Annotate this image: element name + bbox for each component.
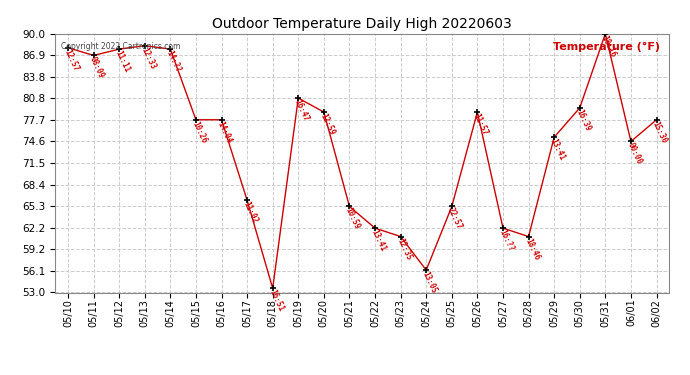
Text: 00:00: 00:00 [625, 141, 643, 166]
Text: 16:??: 16:?? [497, 228, 515, 253]
Text: 14:??: 14:?? [165, 49, 183, 74]
Text: 16:51: 16:51 [267, 288, 285, 313]
Text: 12:35: 12:35 [395, 237, 413, 261]
Text: 16:39: 16:39 [574, 108, 592, 133]
Text: 10:26: 10:26 [190, 120, 208, 144]
Text: 12:59: 12:59 [318, 112, 336, 137]
Title: Outdoor Temperature Daily High 20220603: Outdoor Temperature Daily High 20220603 [213, 17, 512, 31]
Text: 18:46: 18:46 [523, 237, 541, 261]
Text: 11:02: 11:02 [241, 200, 259, 225]
Text: 13:41: 13:41 [369, 228, 387, 253]
Text: 11:57: 11:57 [472, 112, 490, 137]
Text: Copyright 2022 Cartronics.com: Copyright 2022 Cartronics.com [61, 42, 181, 51]
Text: 13:41: 13:41 [549, 137, 566, 162]
Text: 10:59: 10:59 [344, 207, 362, 231]
Text: 15:30: 15:30 [651, 120, 669, 144]
Text: 14:04: 14:04 [216, 120, 234, 144]
Text: 11:11: 11:11 [114, 49, 132, 74]
Text: 16:47: 16:47 [293, 98, 310, 123]
Text: 12:33: 12:33 [139, 46, 157, 70]
Text: Temperature (°F): Temperature (°F) [553, 42, 660, 52]
Text: 08:09: 08:09 [88, 56, 106, 80]
Text: 12:57: 12:57 [62, 48, 80, 72]
Text: 22:57: 22:57 [446, 207, 464, 231]
Text: 18:16: 18:16 [600, 34, 618, 58]
Text: 13:05: 13:05 [421, 270, 439, 295]
